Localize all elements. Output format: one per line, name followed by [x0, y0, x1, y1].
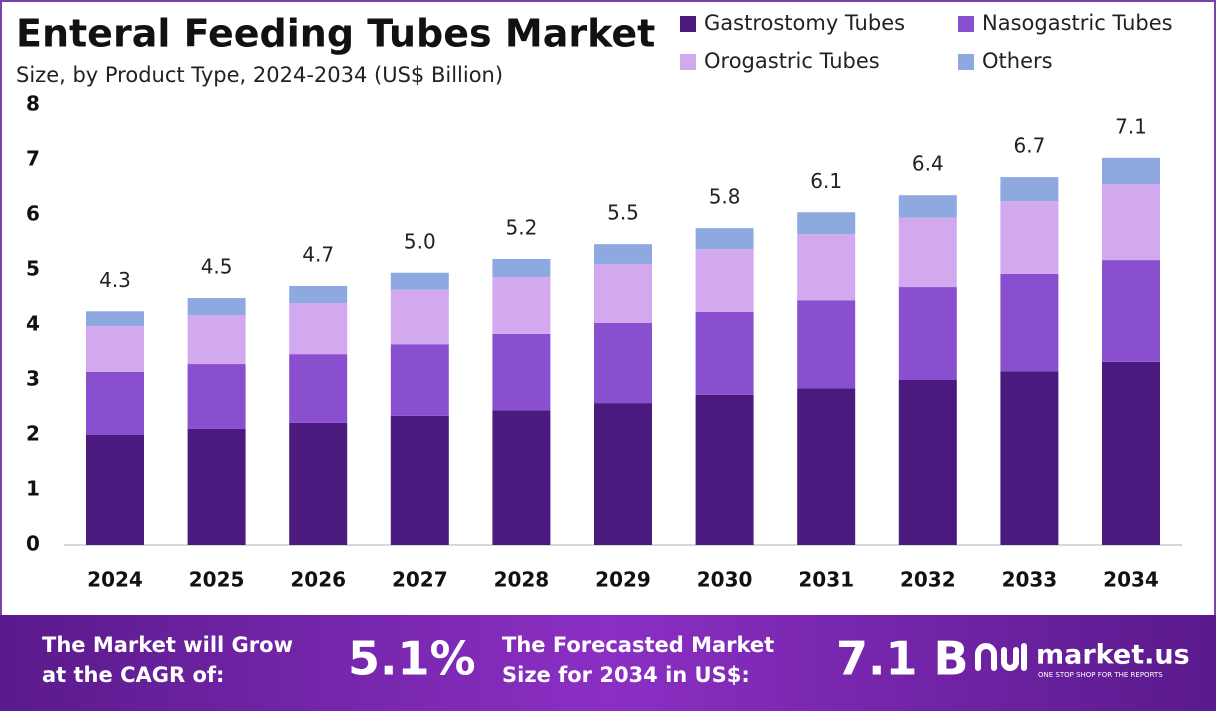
y-tick-label: 3: [26, 367, 40, 391]
total-label: 6.7: [1013, 134, 1045, 158]
total-label: 5.5: [607, 201, 639, 225]
footer-text: The Forecasted Market: [502, 633, 774, 657]
y-tick-label: 7: [26, 147, 40, 171]
total-label: 4.5: [201, 255, 233, 279]
bar-segment: [86, 326, 144, 372]
bar-segment: [594, 244, 652, 264]
legend-label: Others: [982, 49, 1053, 73]
bar-segment: [492, 259, 551, 278]
footer-text: The Market will Grow: [42, 633, 293, 657]
bar-segment: [86, 435, 144, 545]
bar-segment: [898, 217, 957, 288]
bar-segment: [1000, 273, 1059, 372]
chart-subtitle: Size, by Product Type, 2024-2034 (US$ Bi…: [16, 63, 503, 87]
bar-segment: [289, 422, 348, 545]
total-label: 5.8: [709, 185, 741, 209]
x-tick-label: 2034: [1103, 568, 1159, 592]
bar-segment: [898, 380, 957, 545]
bar-segment: [187, 298, 246, 316]
bar-segment: [695, 249, 754, 312]
legend-swatch: [680, 54, 696, 70]
x-tick-label: 2026: [290, 568, 346, 592]
x-tick-label: 2031: [798, 568, 854, 592]
bar-segment: [797, 234, 856, 301]
bar-segment: [797, 212, 856, 235]
bar-segment: [187, 364, 246, 429]
bar-segment: [492, 277, 551, 334]
bar-segment: [1102, 260, 1160, 362]
bar-segment: [1102, 157, 1160, 185]
bar-segment: [695, 311, 754, 395]
x-tick-label: 2030: [697, 568, 753, 592]
y-tick-label: 6: [26, 202, 40, 226]
y-tick-label: 0: [26, 532, 40, 556]
bar-segment: [187, 428, 246, 545]
bar-segment: [187, 315, 246, 365]
legend-swatch: [680, 16, 696, 32]
bar-segment: [1000, 177, 1059, 202]
y-tick-label: 5: [26, 257, 40, 281]
total-label: 7.1: [1115, 114, 1147, 138]
legend-label: Nasogastric Tubes: [982, 11, 1173, 35]
total-label: 4.3: [99, 268, 131, 292]
x-tick-label: 2032: [900, 568, 956, 592]
bar-segment: [594, 403, 652, 545]
bar-segment: [289, 285, 348, 303]
x-tick-label: 2025: [189, 568, 245, 592]
total-label: 4.7: [302, 242, 334, 266]
bar-segment: [390, 272, 449, 290]
total-label: 5.2: [505, 216, 537, 240]
legend-label: Gastrostomy Tubes: [704, 11, 905, 35]
bar-segment: [390, 415, 449, 545]
footer-text: at the CAGR of:: [42, 663, 224, 687]
bar-segment: [695, 228, 754, 250]
x-tick-label: 2027: [392, 568, 448, 592]
y-tick-label: 8: [26, 92, 40, 116]
bar-segment: [695, 394, 754, 545]
bar-segment: [289, 303, 348, 355]
bar-segment: [390, 289, 449, 345]
total-label: 6.4: [912, 152, 944, 176]
bar-segment: [1102, 361, 1160, 545]
bar-segment: [1102, 184, 1160, 261]
bar-segment: [797, 300, 856, 389]
bar-segment: [594, 322, 652, 404]
footer-value: 7.1 B: [836, 632, 969, 686]
x-tick-label: 2028: [494, 568, 550, 592]
bar-segment: [86, 371, 144, 435]
bar-segment: [289, 354, 348, 423]
tagline: ONE STOP SHOP FOR THE REPORTS: [1038, 671, 1163, 679]
bar-segment: [1000, 201, 1059, 274]
bar-segment: [492, 333, 551, 411]
total-label: 6.1: [810, 169, 842, 193]
x-tick-label: 2029: [595, 568, 651, 592]
footer-value: 5.1%: [348, 632, 476, 686]
bar-segment: [492, 410, 551, 545]
chart-title: Enteral Feeding Tubes Market: [16, 12, 655, 56]
y-tick-label: 2: [26, 422, 40, 446]
total-label: 5.0: [404, 229, 436, 253]
x-tick-label: 2024: [87, 568, 143, 592]
bar-segment: [797, 388, 856, 545]
brand: market.us: [1036, 640, 1190, 671]
bar-segment: [594, 263, 652, 323]
legend-swatch: [958, 16, 974, 32]
bar-segment: [898, 287, 957, 380]
logo-icon: [975, 643, 1027, 671]
legend-swatch: [958, 54, 974, 70]
x-tick-label: 2033: [1002, 568, 1058, 592]
bar-segment: [390, 344, 449, 416]
bar-segment: [86, 311, 144, 327]
y-tick-label: 1: [26, 477, 40, 501]
bar-segment: [1000, 371, 1059, 545]
footer-text: Size for 2034 in US$:: [502, 663, 750, 687]
y-tick-label: 4: [26, 312, 40, 336]
bar-segment: [898, 195, 957, 218]
legend-label: Orogastric Tubes: [704, 49, 880, 73]
